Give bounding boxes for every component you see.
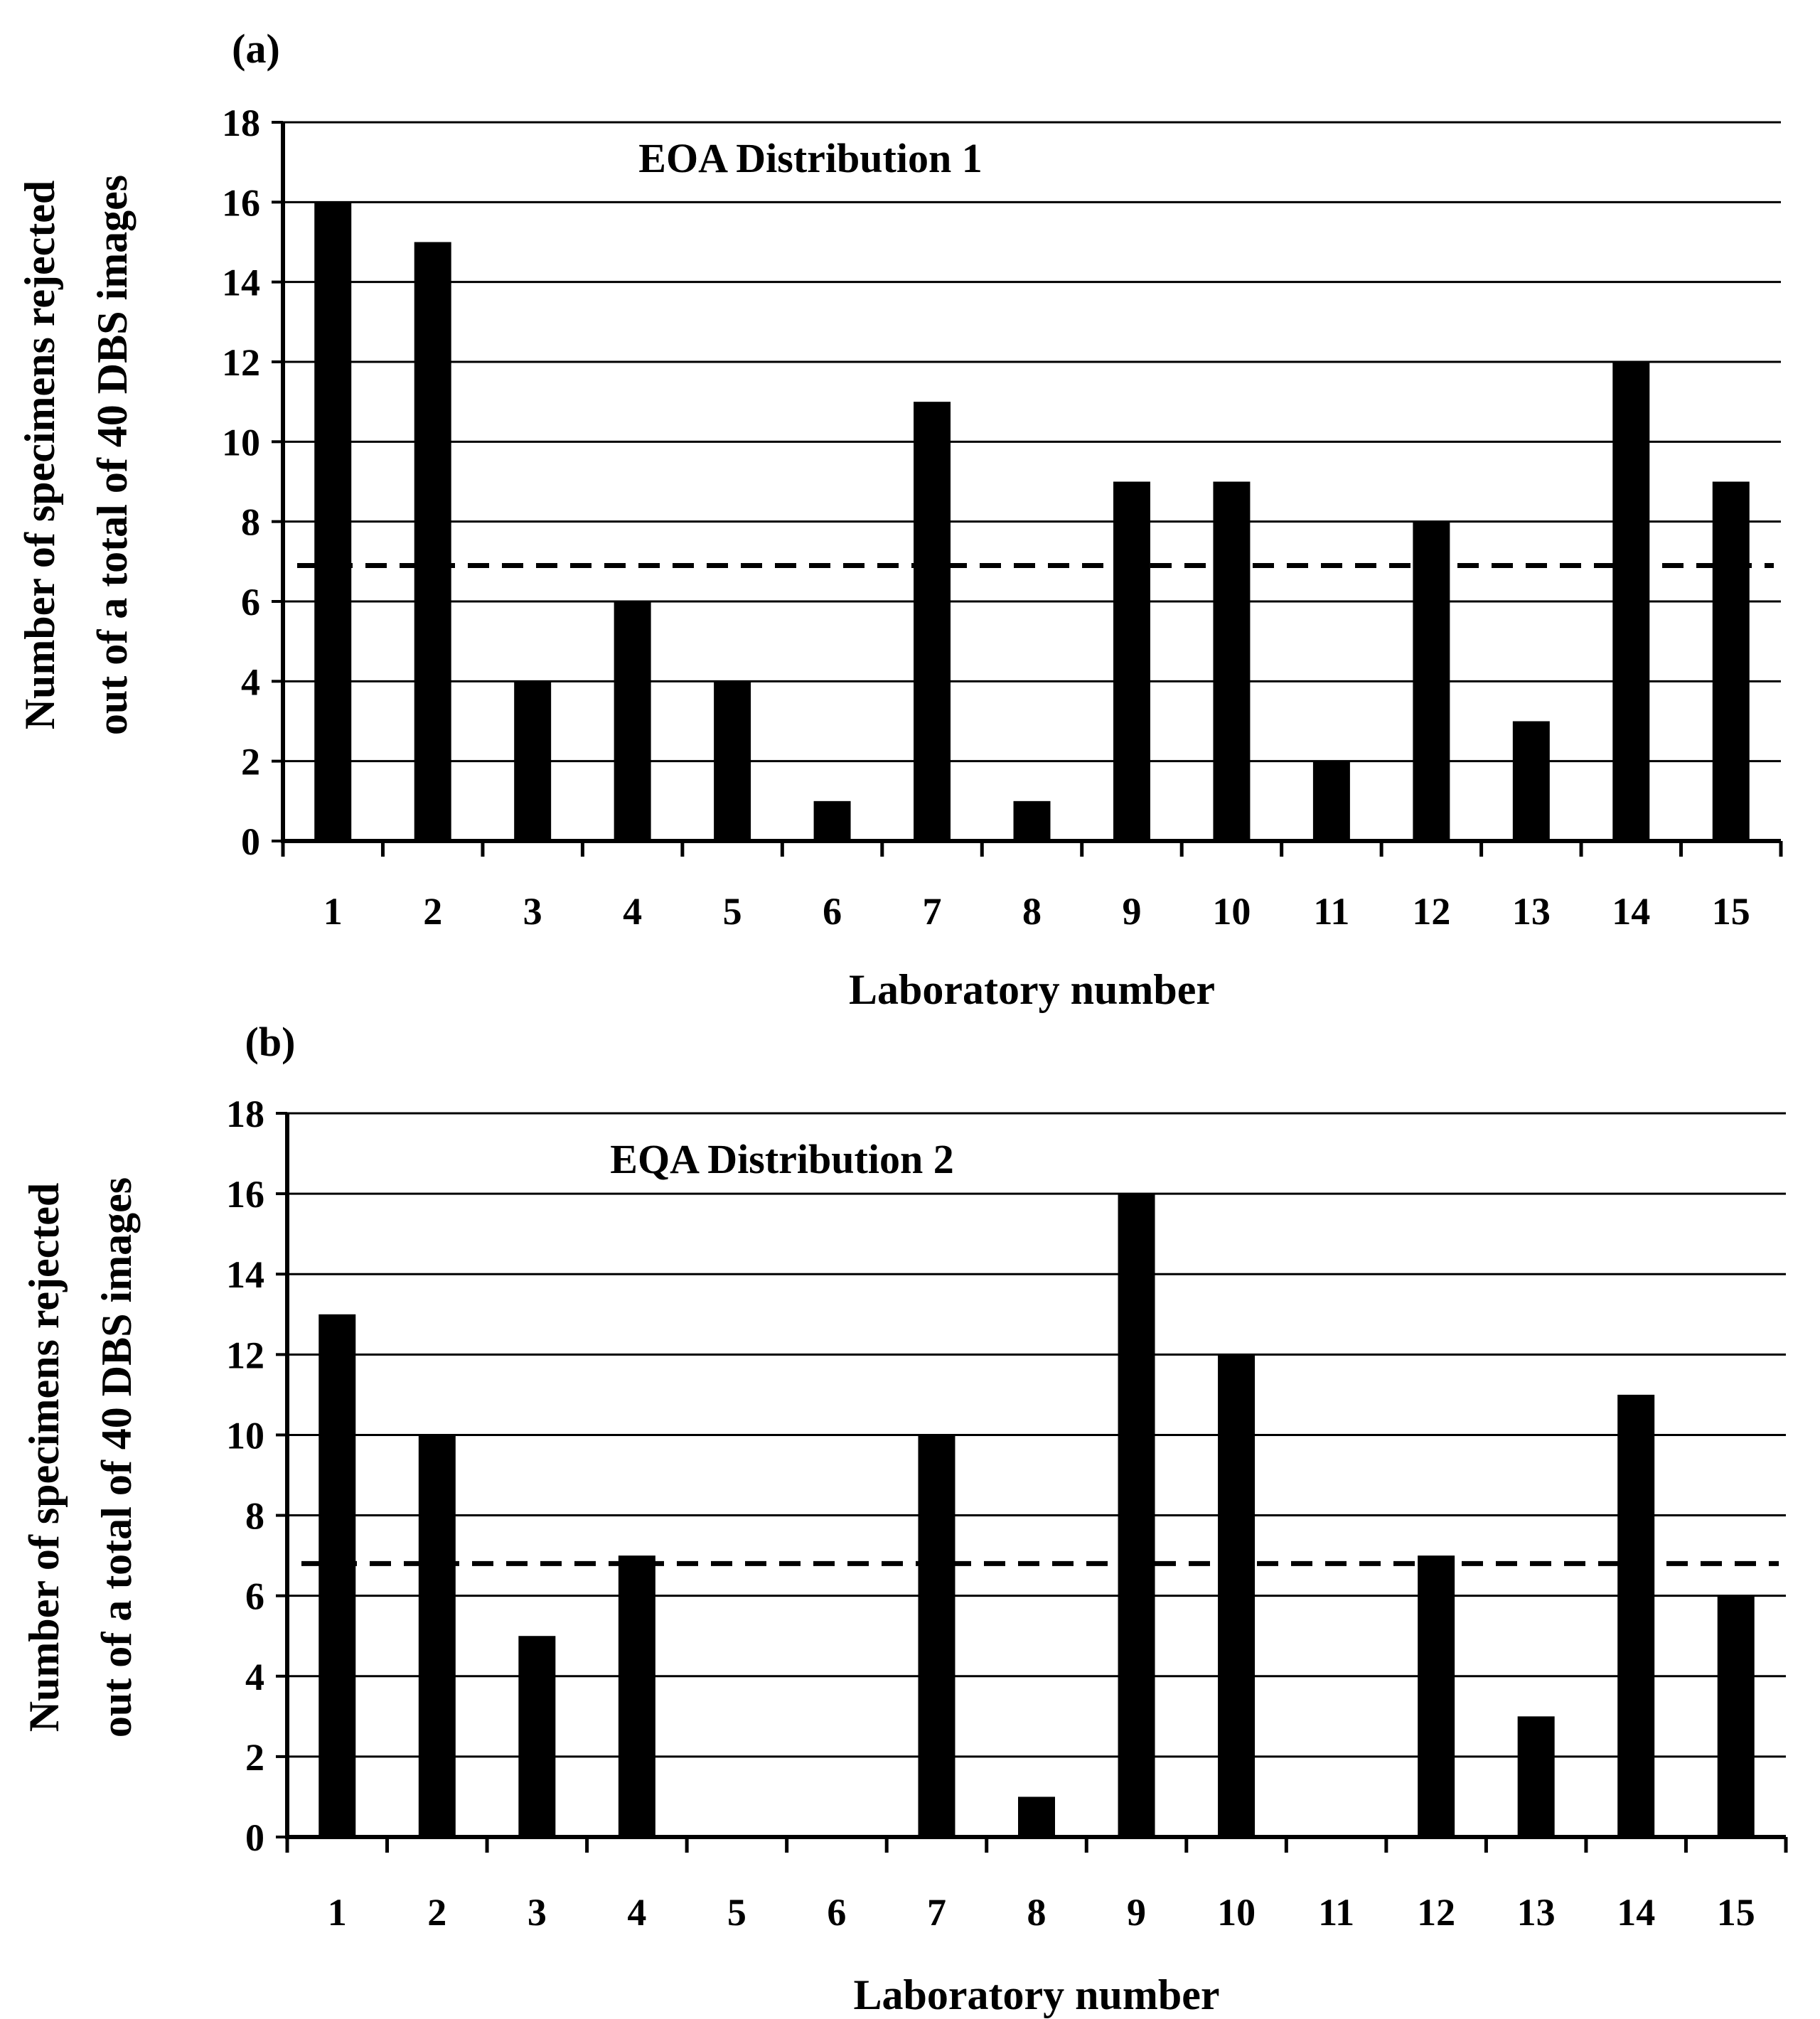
- bar-lab-2: [418, 1435, 456, 1837]
- x-tick-label: 14: [1612, 890, 1650, 933]
- y-tick-label: 2: [245, 1736, 264, 1779]
- panel-label: (a): [232, 26, 280, 72]
- chart-title: EQA Distribution 2: [610, 1136, 953, 1182]
- panel-label: (b): [245, 1019, 296, 1065]
- bar-lab-1: [314, 202, 352, 841]
- x-tick-label: 2: [427, 1891, 446, 1934]
- x-tick-label: 4: [627, 1891, 646, 1934]
- y-tick-label: 18: [222, 102, 260, 144]
- x-tick-label: 5: [723, 890, 742, 933]
- x-axis-title: Laboratory number: [854, 1971, 1220, 2018]
- x-tick-label: 7: [923, 890, 942, 933]
- x-tick-label: 12: [1412, 890, 1450, 933]
- x-tick-label: 9: [1127, 1891, 1146, 1934]
- x-tick-label: 9: [1122, 890, 1141, 933]
- bar-lab-9: [1113, 481, 1150, 841]
- bar-lab-11: [1312, 761, 1350, 841]
- x-tick-label: 13: [1512, 890, 1551, 933]
- bar-lab-5: [714, 681, 751, 841]
- y-tick-label: 8: [245, 1495, 264, 1538]
- x-tick-label: 1: [328, 1891, 347, 1934]
- x-tick-label: 11: [1318, 1891, 1354, 1934]
- bar-lab-12: [1413, 521, 1450, 841]
- y-tick-label: 4: [241, 660, 260, 703]
- x-tick-label: 3: [528, 1891, 547, 1934]
- y-axis-title-line-2: out of a total of 40 DBS images: [89, 175, 136, 735]
- x-tick-label: 4: [623, 890, 642, 933]
- bar-lab-4: [618, 1555, 655, 1837]
- bar-lab-7: [914, 402, 951, 841]
- bar-lab-4: [614, 601, 651, 841]
- x-tick-label: 7: [927, 1891, 946, 1934]
- y-axis-title-line-2: out of a total of 40 DBS images: [93, 1177, 140, 1737]
- bar-lab-3: [518, 1636, 556, 1837]
- y-axis-title-line-1: Number of specimens rejected: [16, 181, 63, 730]
- x-tick-label: 10: [1212, 890, 1251, 933]
- x-tick-label: 5: [727, 1891, 746, 1934]
- y-tick-label: 0: [241, 820, 260, 863]
- x-tick-label: 15: [1712, 890, 1750, 933]
- y-tick-label: 6: [245, 1575, 264, 1618]
- bar-lab-1: [318, 1314, 356, 1837]
- y-tick-label: 10: [226, 1414, 264, 1457]
- bar-lab-3: [514, 681, 552, 841]
- bar-lab-10: [1213, 481, 1251, 841]
- x-axis-title: Laboratory number: [849, 966, 1215, 1013]
- bar-lab-10: [1218, 1354, 1256, 1837]
- bar-lab-6: [813, 800, 851, 841]
- bar-lab-13: [1512, 721, 1550, 841]
- bar-lab-2: [414, 242, 451, 841]
- x-tick-label: 15: [1717, 1891, 1755, 1934]
- y-tick-label: 14: [226, 1253, 264, 1296]
- y-tick-label: 18: [226, 1093, 264, 1135]
- bar-lab-15: [1712, 481, 1750, 841]
- bar-lab-12: [1418, 1555, 1455, 1837]
- y-tick-label: 0: [245, 1816, 264, 1859]
- x-tick-label: 8: [1027, 1891, 1046, 1934]
- y-tick-label: 12: [222, 341, 260, 384]
- y-tick-label: 10: [222, 421, 260, 464]
- bar-lab-8: [1018, 1796, 1055, 1837]
- chart-title: EOA Distribution 1: [638, 135, 982, 181]
- bar-lab-13: [1517, 1716, 1555, 1837]
- bar-lab-9: [1118, 1194, 1155, 1837]
- x-tick-label: 11: [1313, 890, 1349, 933]
- y-tick-label: 14: [222, 262, 260, 304]
- bar-lab-7: [918, 1435, 956, 1837]
- bar-lab-15: [1717, 1595, 1755, 1837]
- bar-lab-14: [1617, 1394, 1655, 1837]
- x-tick-label: 3: [523, 890, 542, 933]
- x-tick-label: 2: [423, 890, 442, 933]
- x-tick-label: 1: [323, 890, 343, 933]
- bar-lab-8: [1013, 800, 1051, 841]
- y-tick-label: 12: [226, 1334, 264, 1376]
- x-tick-label: 12: [1417, 1891, 1455, 1934]
- x-tick-label: 6: [823, 890, 842, 933]
- y-axis-title-line-1: Number of specimens rejected: [21, 1183, 68, 1733]
- y-tick-label: 16: [222, 181, 260, 224]
- y-tick-label: 8: [241, 501, 260, 544]
- x-tick-label: 13: [1517, 1891, 1556, 1934]
- x-tick-label: 10: [1217, 1891, 1256, 1934]
- x-tick-label: 6: [827, 1891, 846, 1934]
- x-tick-label: 8: [1022, 890, 1042, 933]
- bar-lab-14: [1612, 362, 1650, 841]
- y-tick-label: 16: [226, 1173, 264, 1216]
- y-tick-label: 4: [245, 1656, 264, 1698]
- x-tick-label: 14: [1617, 1891, 1655, 1934]
- y-tick-label: 2: [241, 741, 260, 783]
- y-tick-label: 6: [241, 581, 260, 623]
